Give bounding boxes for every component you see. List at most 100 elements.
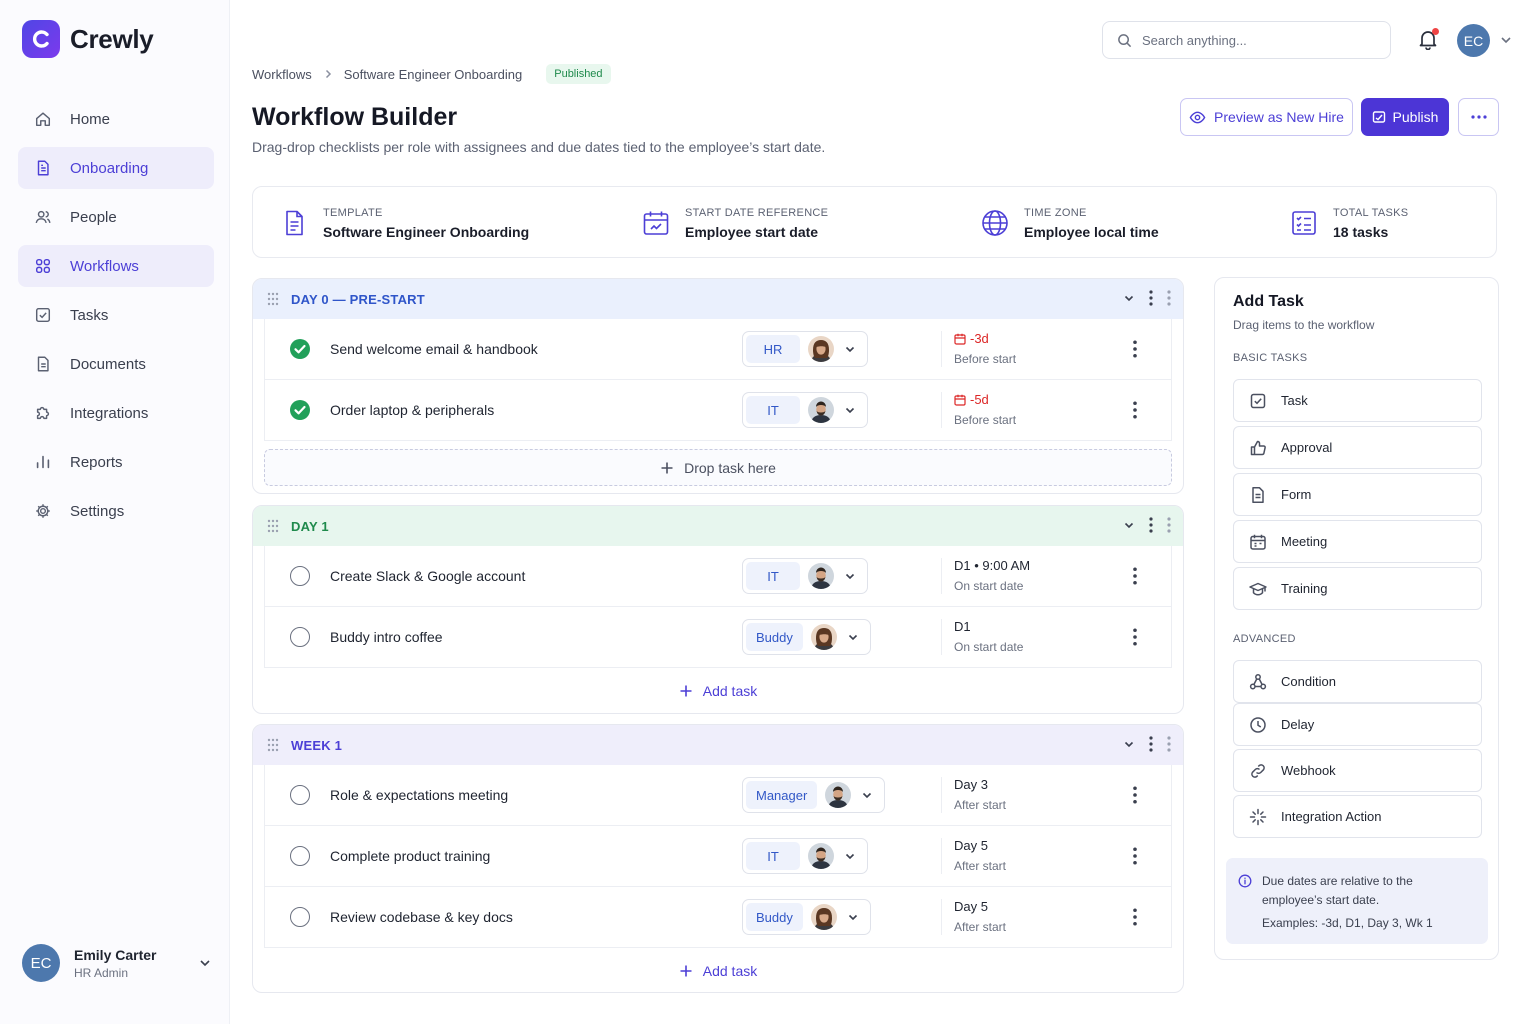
- due-date[interactable]: Day 3 After start: [954, 777, 1006, 812]
- palette-item-integration-action[interactable]: Integration Action: [1233, 795, 1482, 838]
- due-date[interactable]: -3d Before start: [954, 331, 1016, 366]
- due-date[interactable]: D1 • 9:00 AM On start date: [954, 558, 1030, 593]
- chevron-down-icon[interactable]: [1499, 33, 1513, 47]
- home-icon: [35, 112, 51, 127]
- task-row[interactable]: Role & expectations meeting Manager Day …: [264, 765, 1172, 826]
- task-complete-checkbox[interactable]: [290, 566, 310, 586]
- drop-zone[interactable]: Drop task here: [264, 449, 1172, 486]
- section-label-advanced: ADVANCED: [1233, 633, 1296, 645]
- stage-title: WEEK 1: [291, 737, 343, 753]
- due-offset: -5d: [970, 392, 989, 407]
- palette-item-label: Delay: [1281, 717, 1315, 732]
- sidebar-item-tasks[interactable]: Tasks: [18, 294, 214, 336]
- check-icon: [290, 339, 310, 359]
- sidebar-item-home[interactable]: Home: [18, 98, 214, 140]
- palette-item-approval[interactable]: Approval: [1233, 426, 1482, 469]
- palette-item-meeting[interactable]: Meeting: [1233, 520, 1482, 563]
- avatar: EC: [22, 944, 60, 982]
- add-task-button[interactable]: Add task: [253, 948, 1183, 992]
- task-menu-icon[interactable]: [1127, 340, 1143, 358]
- sidebar-item-integrations[interactable]: Integrations: [18, 392, 214, 434]
- stage-menu-icon[interactable]: [1149, 517, 1153, 533]
- more-options-button[interactable]: [1458, 98, 1499, 136]
- due-date[interactable]: Day 5 After start: [954, 899, 1006, 934]
- sidebar-item-onboarding[interactable]: Onboarding: [18, 147, 214, 189]
- stage-header[interactable]: DAY 1: [253, 506, 1183, 546]
- task-complete-checkbox[interactable]: [290, 846, 310, 866]
- assignee-dropdown[interactable]: IT: [742, 558, 868, 594]
- palette-item-delay[interactable]: Delay: [1233, 703, 1482, 746]
- task-menu-icon[interactable]: [1127, 567, 1143, 585]
- task-row[interactable]: Send welcome email & handbook HR -3d Bef…: [264, 319, 1172, 380]
- collapse-chevron-icon[interactable]: [1123, 519, 1135, 531]
- assignee-dropdown[interactable]: Buddy: [742, 619, 871, 655]
- task-complete-checkbox[interactable]: [290, 907, 310, 927]
- drag-handle-icon[interactable]: [267, 519, 279, 533]
- chevron-down-icon: [844, 570, 856, 582]
- assignee-dropdown[interactable]: IT: [742, 838, 868, 874]
- due-date[interactable]: Day 5 After start: [954, 838, 1006, 873]
- role-pill: Manager: [746, 781, 818, 809]
- due-relative: On start date: [954, 640, 1024, 654]
- breadcrumb-current[interactable]: Software Engineer Onboarding: [343, 66, 523, 82]
- task-complete-checkbox[interactable]: [290, 339, 310, 359]
- assignee-avatar: [811, 904, 837, 930]
- sidebar-item-settings[interactable]: Settings: [18, 490, 214, 532]
- assignee-avatar: [808, 843, 834, 869]
- sidebar-item-label: Workflows: [70, 257, 139, 275]
- palette-item-label: Task: [1281, 393, 1308, 408]
- stage-header[interactable]: WEEK 1: [253, 725, 1183, 765]
- task-menu-icon[interactable]: [1127, 628, 1143, 646]
- stage-drag-icon[interactable]: [1167, 517, 1171, 533]
- drag-handle-icon[interactable]: [267, 738, 279, 752]
- task-menu-icon[interactable]: [1127, 847, 1143, 865]
- search-input[interactable]: Search anything...: [1102, 21, 1391, 59]
- stage-header[interactable]: DAY 0 — PRE-START: [253, 279, 1183, 319]
- palette-item-webhook[interactable]: Webhook: [1233, 749, 1482, 792]
- publish-button[interactable]: Publish: [1361, 98, 1449, 136]
- notifications-button[interactable]: [1417, 28, 1439, 50]
- due-offset: D1 • 9:00 AM: [954, 558, 1031, 573]
- palette-item-form[interactable]: Form: [1233, 473, 1482, 516]
- task-menu-icon[interactable]: [1127, 908, 1143, 926]
- stage-drag-icon[interactable]: [1167, 736, 1171, 752]
- stage-menu-icon[interactable]: [1149, 736, 1153, 752]
- notification-dot: [1432, 28, 1439, 35]
- graduation-cap-icon: [1249, 582, 1267, 595]
- assignee-dropdown[interactable]: Manager: [742, 777, 886, 813]
- stage-drag-icon[interactable]: [1167, 290, 1171, 306]
- drag-handle-icon[interactable]: [267, 292, 279, 306]
- preview-as-new-hire-button[interactable]: Preview as New Hire: [1180, 98, 1353, 136]
- task-row[interactable]: Buddy intro coffee Buddy D1 On start dat…: [264, 607, 1172, 668]
- task-menu-icon[interactable]: [1127, 401, 1143, 419]
- crewly-logo-icon: [22, 20, 60, 58]
- due-date[interactable]: D1 On start date: [954, 619, 1023, 654]
- assignee-dropdown[interactable]: IT: [742, 392, 868, 428]
- assignee-dropdown[interactable]: HR: [742, 331, 868, 367]
- task-complete-checkbox[interactable]: [290, 627, 310, 647]
- avatar[interactable]: EC: [1457, 24, 1490, 57]
- sidebar-item-workflows[interactable]: Workflows: [18, 245, 214, 287]
- due-date[interactable]: -5d Before start: [954, 392, 1016, 427]
- task-row[interactable]: Order laptop & peripherals IT -5d Before…: [264, 380, 1172, 441]
- user-menu[interactable]: EC Emily Carter HR Admin: [22, 944, 212, 982]
- add-task-button[interactable]: Add task: [253, 668, 1183, 713]
- palette-item-condition[interactable]: Condition: [1233, 660, 1482, 703]
- sidebar-item-documents[interactable]: Documents: [18, 343, 214, 385]
- task-row[interactable]: Create Slack & Google account IT D1 • 9:…: [264, 546, 1172, 607]
- assignee-dropdown[interactable]: Buddy: [742, 899, 871, 935]
- palette-item-task[interactable]: Task: [1233, 379, 1482, 422]
- sidebar-item-reports[interactable]: Reports: [18, 441, 214, 483]
- palette-item-training[interactable]: Training: [1233, 567, 1482, 610]
- collapse-chevron-icon[interactable]: [1123, 738, 1135, 750]
- brand[interactable]: Crewly: [22, 20, 154, 58]
- task-row[interactable]: Review codebase & key docs Buddy Day 5 A…: [264, 887, 1172, 948]
- task-row[interactable]: Complete product training IT Day 5 After…: [264, 826, 1172, 887]
- task-complete-checkbox[interactable]: [290, 400, 310, 420]
- collapse-chevron-icon[interactable]: [1123, 292, 1135, 304]
- task-complete-checkbox[interactable]: [290, 785, 310, 805]
- breadcrumb-root[interactable]: Workflows: [252, 66, 312, 82]
- stage-menu-icon[interactable]: [1149, 290, 1153, 306]
- sidebar-item-people[interactable]: People: [18, 196, 214, 238]
- task-menu-icon[interactable]: [1127, 786, 1143, 804]
